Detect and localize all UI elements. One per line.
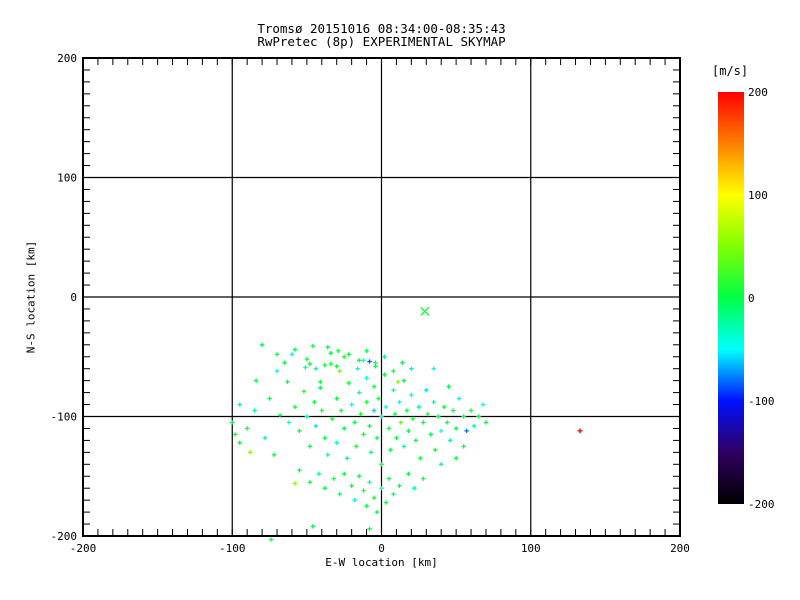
svg-text:200: 200 — [670, 542, 690, 555]
svg-text:-100: -100 — [748, 395, 775, 408]
svg-text:100: 100 — [748, 189, 768, 202]
svg-text:-100: -100 — [51, 411, 78, 424]
x-axis-label: E-W location [km] — [325, 556, 438, 569]
colorbar-unit-label: [m/s] — [712, 64, 749, 78]
svg-text:200: 200 — [57, 52, 77, 65]
plot-subtitle: RwPretec (8p) EXPERIMENTAL SKYMAP — [257, 34, 506, 49]
plot-title: Tromsø 20151016 08:34:00-08:35:43 — [257, 21, 506, 36]
svg-text:0: 0 — [70, 291, 77, 304]
svg-text:0: 0 — [748, 292, 755, 305]
svg-text:-200: -200 — [748, 498, 775, 511]
svg-text:-200: -200 — [51, 530, 78, 543]
svg-text:-200: -200 — [70, 542, 97, 555]
svg-text:0: 0 — [378, 542, 385, 555]
svg-text:-100: -100 — [219, 542, 246, 555]
svg-text:200: 200 — [748, 86, 768, 99]
svg-text:100: 100 — [57, 172, 77, 185]
svg-text:100: 100 — [521, 542, 541, 555]
